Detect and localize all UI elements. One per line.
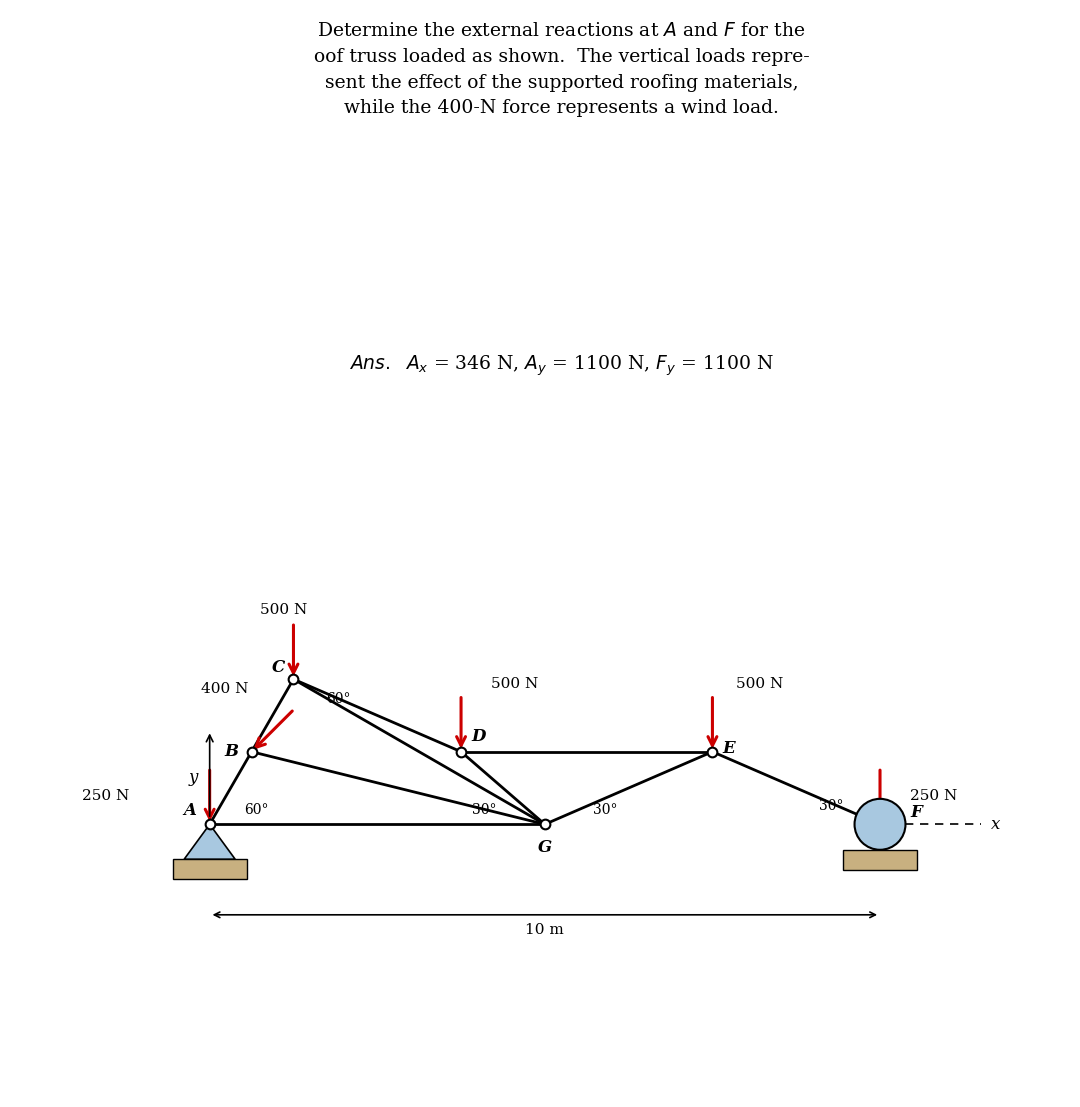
Text: F: F [910,804,922,821]
Text: 60°: 60° [244,803,269,817]
Text: 400 N: 400 N [201,682,248,695]
Text: 60°: 60° [326,692,350,706]
Polygon shape [173,859,246,879]
Text: C: C [272,659,285,676]
Polygon shape [185,825,235,859]
Text: 500 N: 500 N [260,603,307,617]
Text: D: D [471,728,486,745]
Text: B: B [225,743,239,761]
Text: y: y [188,769,198,786]
Text: 30°: 30° [593,803,618,817]
Text: 500 N: 500 N [735,677,783,692]
Circle shape [854,799,905,850]
Text: G: G [538,839,552,856]
Text: 30°: 30° [820,798,843,813]
Text: 250 N: 250 N [910,789,958,803]
Text: $\it{Ans.}$  $A_x$ = 346 N, $A_y$ = 1100 N, $F_y$ = 1100 N: $\it{Ans.}$ $A_x$ = 346 N, $A_y$ = 1100 … [349,353,774,377]
Text: E: E [723,739,735,757]
Text: 10 m: 10 m [526,923,564,937]
Text: 30°: 30° [472,803,497,817]
Text: 250 N: 250 N [82,789,130,803]
Text: x: x [990,816,1000,832]
Text: A: A [184,801,197,819]
Polygon shape [843,850,917,870]
Text: Determine the external reactions at $A$ and $F$ for the
oof truss loaded as show: Determine the external reactions at $A$ … [313,22,810,117]
Text: 500 N: 500 N [491,677,539,692]
